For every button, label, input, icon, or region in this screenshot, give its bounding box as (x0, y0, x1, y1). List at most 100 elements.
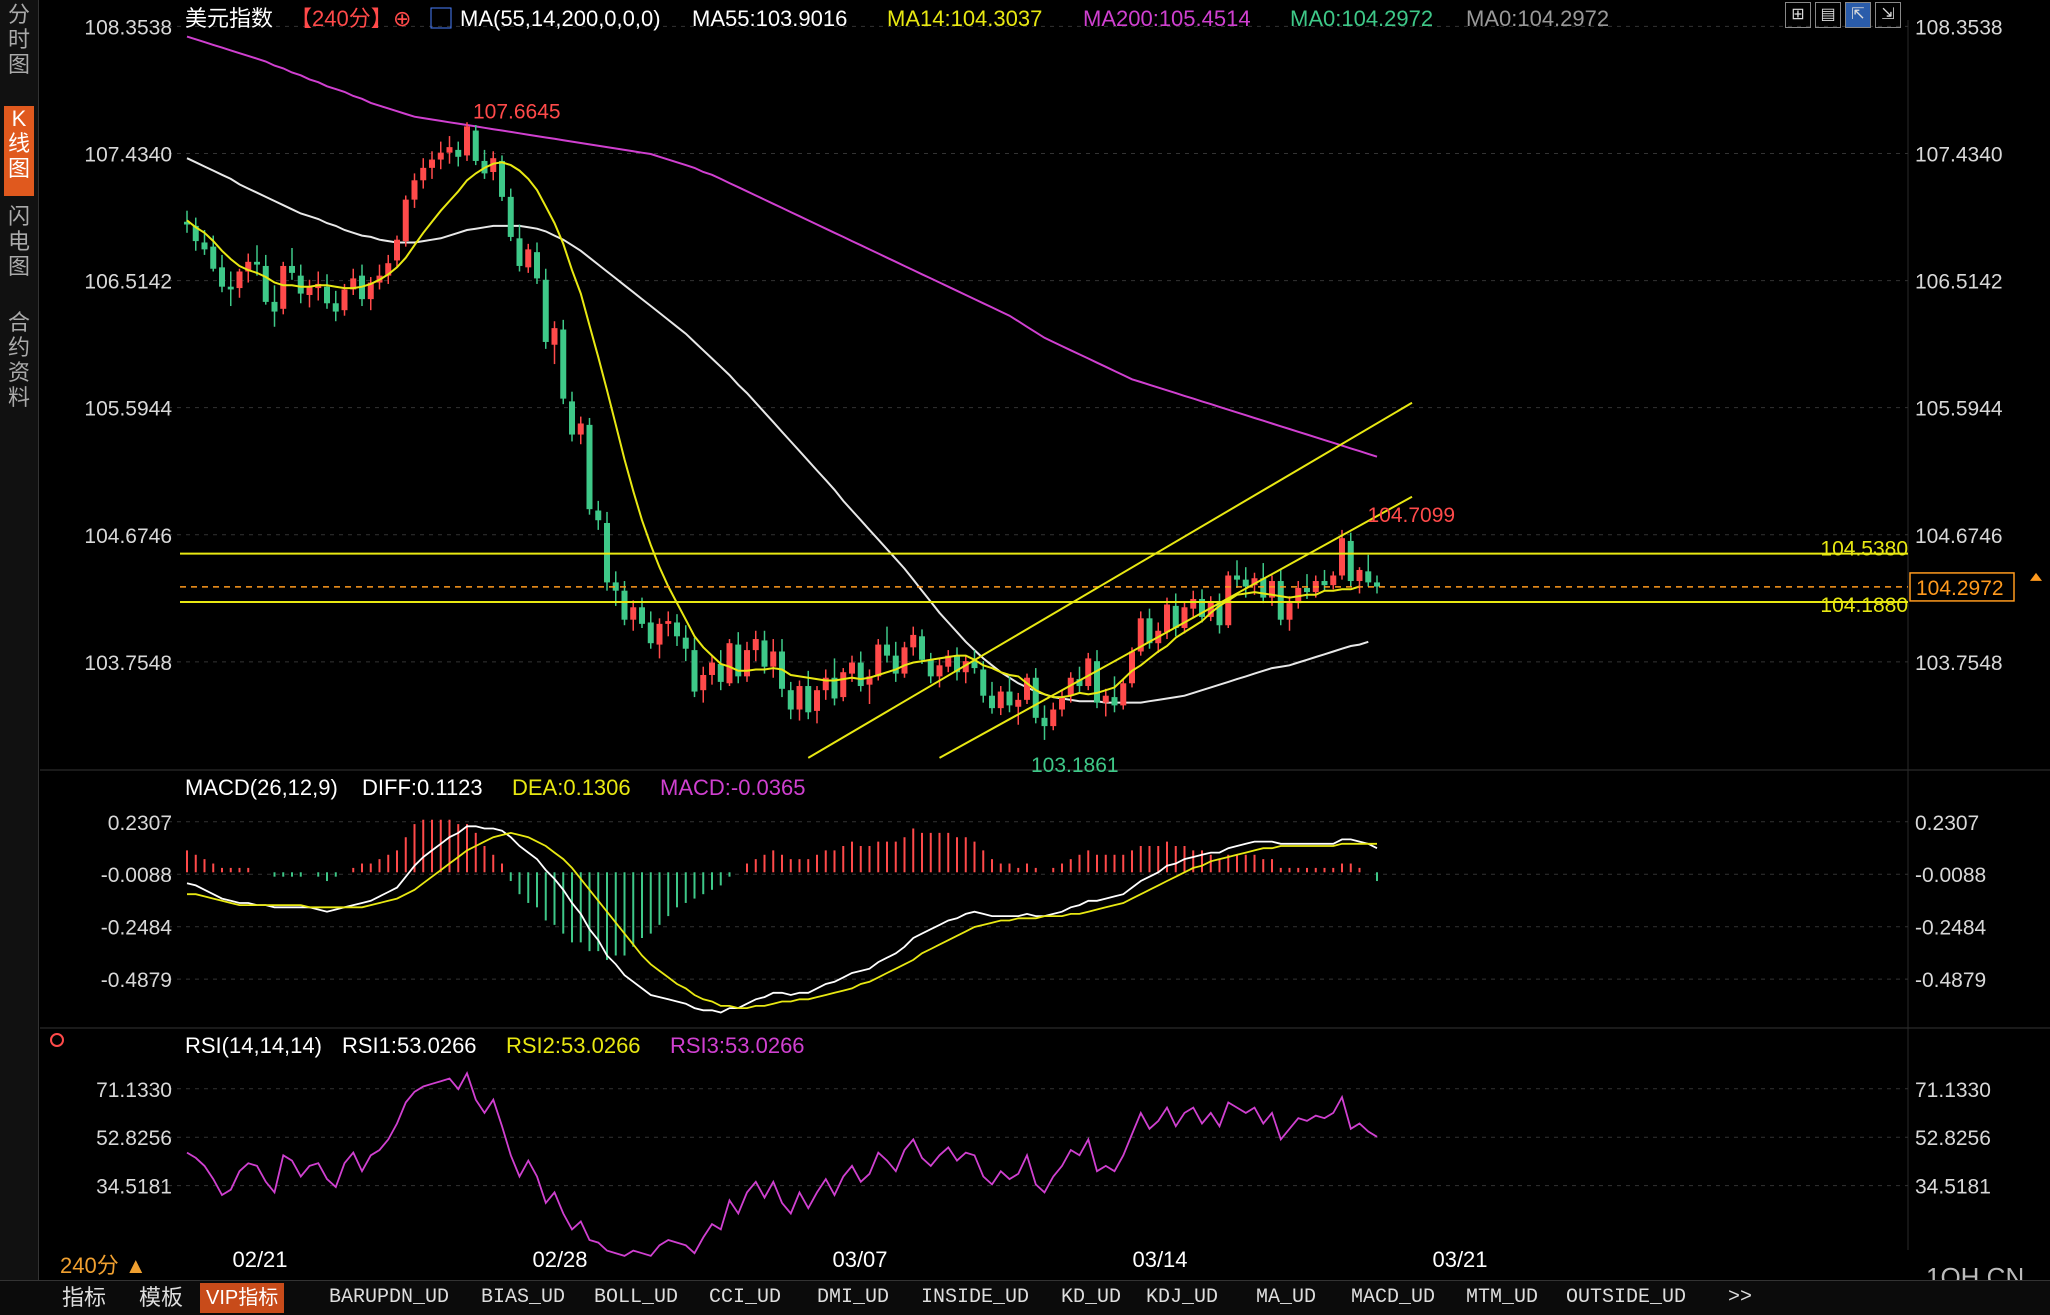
date-axis-label: 02/28 (532, 1247, 587, 1272)
candle-body (919, 636, 925, 660)
indicator-tab[interactable]: MTM_UD (1466, 1286, 1539, 1309)
chart-active-icon[interactable]: ⇱ (1845, 2, 1871, 28)
channel-trendline (939, 495, 1413, 759)
candle-body (1339, 538, 1345, 576)
chart-canvas[interactable]: 108.3538 108.3538 107.4340 107.4340 106.5142… (0, 0, 2050, 1280)
macd-label: MACD(26,12,9) (185, 775, 338, 800)
candle-body (402, 199, 409, 242)
candle-body (525, 249, 532, 268)
candle-body (577, 423, 584, 435)
indicator-tab[interactable]: KD_UD (1061, 1286, 1122, 1309)
candle-body (892, 655, 899, 674)
candle-body (306, 286, 313, 295)
indicator-tab[interactable]: >> (1728, 1286, 1753, 1309)
candle-body (394, 239, 400, 261)
period-selector[interactable]: 240分 ▲ (60, 1253, 147, 1278)
indicator-tab[interactable]: MA_UD (1256, 1286, 1317, 1309)
candle-body (857, 662, 864, 687)
recent-high-annotation: 104.7099 (1368, 504, 1456, 527)
candle-body (446, 147, 453, 153)
candle-body (271, 301, 278, 312)
channel-trendline (807, 401, 1413, 759)
sidebar-tab-3[interactable]: 合约资料 (7, 310, 30, 410)
indicator-tab[interactable]: OUTSIDE_UD (1566, 1286, 1687, 1309)
indicator-tab[interactable]: DMI_UD (817, 1286, 890, 1309)
indicator-tab[interactable]: BIAS_UD (481, 1286, 566, 1309)
candle-body (945, 655, 952, 667)
macd-value-label: MACD:-0.0365 (660, 775, 806, 800)
macd-axis-label-left: 0.2307 (108, 812, 172, 835)
indicator-tab[interactable]: MACD_UD (1351, 1286, 1436, 1309)
indicator-tab[interactable]: VIP指标 (200, 1283, 285, 1313)
macd-axis-label-right: -0.2484 (1915, 917, 1987, 940)
macd-diff-line (186, 825, 1378, 1014)
indicator-tab[interactable]: BOLL_UD (594, 1286, 679, 1309)
candle-body (831, 677, 838, 699)
candle-body (1076, 679, 1083, 687)
indicator-tab[interactable]: INSIDE_UD (921, 1286, 1030, 1309)
candle-body (184, 221, 190, 225)
candle-body (849, 662, 855, 674)
macd-axis-label-right: -0.4879 (1915, 969, 1986, 992)
candle-body (324, 286, 330, 304)
candle-body (997, 691, 1004, 709)
candle-body (542, 279, 549, 342)
candle-body (297, 275, 304, 294)
sidebar-tab-2[interactable]: 闪电图 (7, 204, 30, 279)
candle-body (219, 267, 225, 287)
candle-body (796, 686, 803, 710)
chart-icon[interactable]: ▤ (1815, 2, 1841, 28)
macd-dea-label: DEA:0.1306 (512, 775, 631, 800)
indicator-tab[interactable]: 指标 (62, 1285, 107, 1310)
candle-body (735, 644, 742, 677)
candle-body (332, 303, 339, 312)
candle-body (490, 158, 497, 172)
header-legend-item: MA14:104.3037 (887, 6, 1042, 31)
candle-body (1006, 691, 1013, 706)
indicator-tab[interactable]: KDJ_UD (1146, 1286, 1219, 1309)
candle-body (1190, 598, 1197, 609)
candle-body (814, 690, 820, 711)
price-axis-label-right: 108.3538 (1915, 16, 2003, 39)
candle-body (551, 328, 558, 345)
candle-body (656, 623, 663, 645)
candle-body (280, 265, 287, 309)
low-annotation: 103.1861 (1031, 754, 1119, 777)
price-axis-label-left: 104.6746 (84, 525, 172, 548)
candle-body (1041, 717, 1048, 727)
rsi-axis-label-right: 52.8256 (1915, 1127, 1991, 1150)
candle-body (1269, 581, 1275, 598)
ma14-line (186, 161, 1360, 699)
rsi-axis-label-right: 71.1330 (1915, 1079, 1991, 1102)
candle-body (1067, 677, 1074, 696)
candle-body (1347, 540, 1354, 582)
ma200-line (186, 35, 1378, 458)
candle-body (1304, 587, 1310, 593)
candle-body (227, 286, 234, 290)
high-annotation: 107.6645 (473, 100, 561, 123)
export-icon[interactable]: ⇲ (1875, 2, 1901, 28)
indicator-tab[interactable]: BARUPDN_UD (329, 1286, 450, 1309)
candle-body (884, 644, 890, 656)
candle-body (901, 647, 908, 674)
candle-body (455, 149, 462, 157)
candle-body (1094, 661, 1100, 703)
indicator-tab[interactable]: CCI_UD (709, 1286, 782, 1309)
candle-body (192, 225, 199, 242)
candle-body (516, 238, 523, 266)
rsi-axis-label-left: 52.8256 (96, 1127, 172, 1150)
candle-body (1330, 575, 1337, 586)
macd-axis-label-left: -0.0088 (101, 864, 172, 887)
candle-body (595, 510, 602, 521)
candle-body (210, 246, 217, 269)
grid-icon[interactable]: ⊞ (1785, 2, 1811, 28)
sidebar-tab-0[interactable]: 分时图 (7, 2, 30, 77)
candle-body (1129, 651, 1135, 684)
date-axis-label: 03/21 (1432, 1247, 1487, 1272)
indicator-tab[interactable]: 模板 (139, 1285, 184, 1310)
date-axis-label: 03/14 (1132, 1247, 1187, 1272)
candle-body (875, 644, 882, 677)
price-axis-label-right: 107.4340 (1915, 143, 2003, 166)
candle-body (1015, 699, 1022, 707)
